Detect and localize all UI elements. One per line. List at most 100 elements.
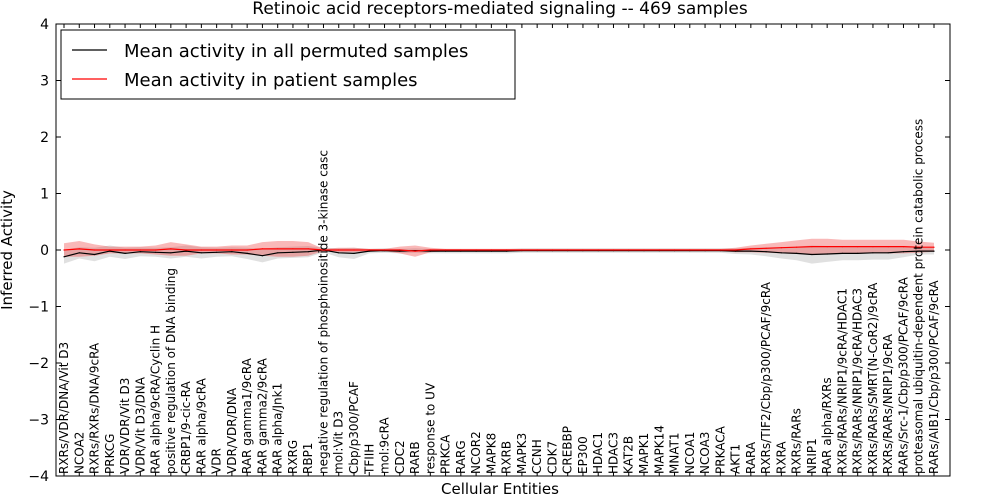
- point-patient-8: [185, 249, 187, 251]
- point-patient-29: [506, 249, 508, 251]
- point-patient-4: [124, 249, 126, 251]
- x-tick-label-25: PRKCA: [439, 434, 453, 474]
- x-tick-label-43: PRKACA: [713, 425, 727, 474]
- x-tick-label-29: RXRB: [500, 441, 514, 474]
- x-tick-label-37: KAT2B: [622, 436, 636, 474]
- x-tick-label-22: CDC2: [393, 440, 407, 474]
- point-patient-13: [261, 248, 263, 250]
- x-tick-label-41: NCOA1: [683, 432, 697, 474]
- x-tick-label-26: RARG: [454, 440, 468, 474]
- x-tick-label-12: RAR gamma1/9cRA: [240, 357, 254, 474]
- point-permuted-45: [750, 250, 752, 252]
- series-lines: [63, 246, 935, 258]
- x-tick-label-3: PRKCG: [103, 434, 117, 474]
- point-patient-49: [811, 246, 813, 248]
- x-tick-label-6: RAR alpha/9cRA/Cyclin H: [149, 325, 163, 474]
- x-tick-label-52: RXRs/RARs/NRIP1/9cRA/HDAC3: [851, 288, 865, 474]
- point-permuted-6: [155, 251, 157, 253]
- x-tick-label-28: MAPK8: [484, 433, 498, 474]
- point-patient-21: [383, 249, 386, 251]
- point-permuted-56: [918, 250, 920, 252]
- x-tick-label-53: RXRs/RARs/SMRT(N-CoR2)/9cRA: [866, 282, 880, 474]
- point-patient-17: [322, 249, 325, 251]
- point-permuted-9: [200, 252, 202, 254]
- point-permuted-28: [490, 250, 492, 252]
- point-patient-7: [170, 248, 172, 250]
- x-tick-label-31: CCNH: [530, 439, 544, 474]
- point-permuted-57: [933, 250, 935, 252]
- point-patient-54: [887, 246, 889, 248]
- point-permuted-18: [338, 252, 340, 254]
- x-tick-label-35: HDAC1: [591, 432, 605, 474]
- point-permuted-14: [277, 252, 279, 254]
- point-patient-0: [63, 249, 65, 251]
- point-permuted-10: [216, 251, 218, 253]
- x-tick-label-17: negative regulation of phosphoinositide …: [317, 150, 331, 474]
- x-tick-label-38: MAPK1: [637, 433, 651, 474]
- point-permuted-52: [857, 252, 859, 254]
- x-tick-label-47: RXRA: [774, 441, 788, 474]
- x-tick-label-56: proteasomal ubiquitin-dependent protein …: [912, 119, 926, 474]
- point-permuted-24: [429, 250, 431, 252]
- chart-title: Retinoic acid receptors-mediated signali…: [252, 0, 748, 19]
- point-patient-42: [704, 249, 706, 251]
- x-tick-label-9: RAR alpha/9cRA: [194, 377, 208, 474]
- point-permuted-54: [887, 252, 889, 254]
- point-permuted-4: [124, 252, 126, 254]
- point-permuted-27: [475, 250, 477, 252]
- x-tick-label-49: NRIP1: [805, 438, 819, 474]
- x-tick-label-50: RAR alpha/RXRs: [820, 377, 834, 474]
- point-permuted-25: [445, 250, 447, 252]
- y-tick-label-0: −4: [28, 469, 49, 485]
- x-tick-label-18: mol:Vit D3: [332, 411, 346, 474]
- point-patient-55: [902, 246, 905, 248]
- point-patient-46: [765, 247, 767, 249]
- point-permuted-29: [506, 250, 508, 252]
- point-patient-52: [857, 246, 859, 248]
- x-axis-label: Cellular Entities: [441, 480, 559, 498]
- x-tick-label-4: VDR/VDR/Vit D3: [118, 378, 132, 474]
- point-patient-6: [155, 249, 157, 251]
- point-patient-9: [200, 249, 202, 251]
- x-tick-label-30: MAPK3: [515, 433, 529, 474]
- y-axis: −4 −3 −2 −1 0 1 2 3 4: [28, 17, 950, 485]
- y-tick-label-3: −1: [28, 300, 49, 316]
- x-tick-label-48: RXRs/RARs: [790, 408, 804, 474]
- point-patient-50: [826, 246, 828, 248]
- point-patient-56: [918, 246, 920, 248]
- x-tick-label-14: RAR alpha/Jnk1: [271, 383, 285, 474]
- point-permuted-47: [780, 252, 783, 254]
- x-tick-label-45: RARA: [744, 441, 758, 474]
- point-permuted-46: [765, 251, 767, 253]
- y-tick-label-6: 2: [40, 130, 49, 146]
- point-patient-37: [628, 249, 630, 251]
- x-tick-label-32: CDK7: [545, 441, 559, 474]
- point-permuted-8: [185, 250, 187, 252]
- y-tick-label-7: 3: [40, 74, 49, 90]
- point-patient-53: [872, 246, 874, 248]
- point-patient-22: [399, 249, 401, 251]
- point-patient-16: [307, 248, 309, 250]
- y-tick-label-1: −3: [28, 413, 49, 429]
- x-tick-label-7: positive regulation of DNA binding: [164, 268, 178, 474]
- point-permuted-3: [109, 250, 111, 252]
- x-tick-label-24: response to UV: [423, 382, 437, 474]
- point-patient-2: [93, 249, 96, 251]
- y-tick-label-2: −2: [28, 356, 49, 372]
- point-patient-51: [841, 246, 844, 248]
- point-patient-12: [246, 249, 248, 251]
- y-tick-label-4: 0: [40, 243, 49, 259]
- point-permuted-2: [93, 253, 96, 256]
- point-patient-41: [689, 249, 691, 251]
- x-tick-label-13: RAR gamma2/9cRA: [255, 357, 269, 474]
- point-permuted-50: [826, 253, 828, 255]
- x-tick-label-23: RARB: [408, 441, 422, 474]
- point-patient-14: [277, 248, 279, 250]
- point-patient-15: [292, 248, 294, 250]
- x-tick-label-19: Cbp/p300/PCAF: [347, 381, 361, 474]
- point-permuted-16: [307, 251, 309, 253]
- point-patient-43: [719, 249, 721, 251]
- point-permuted-49: [811, 253, 813, 256]
- x-tick-label-44: AKT1: [729, 444, 743, 474]
- point-permuted-53: [872, 252, 874, 254]
